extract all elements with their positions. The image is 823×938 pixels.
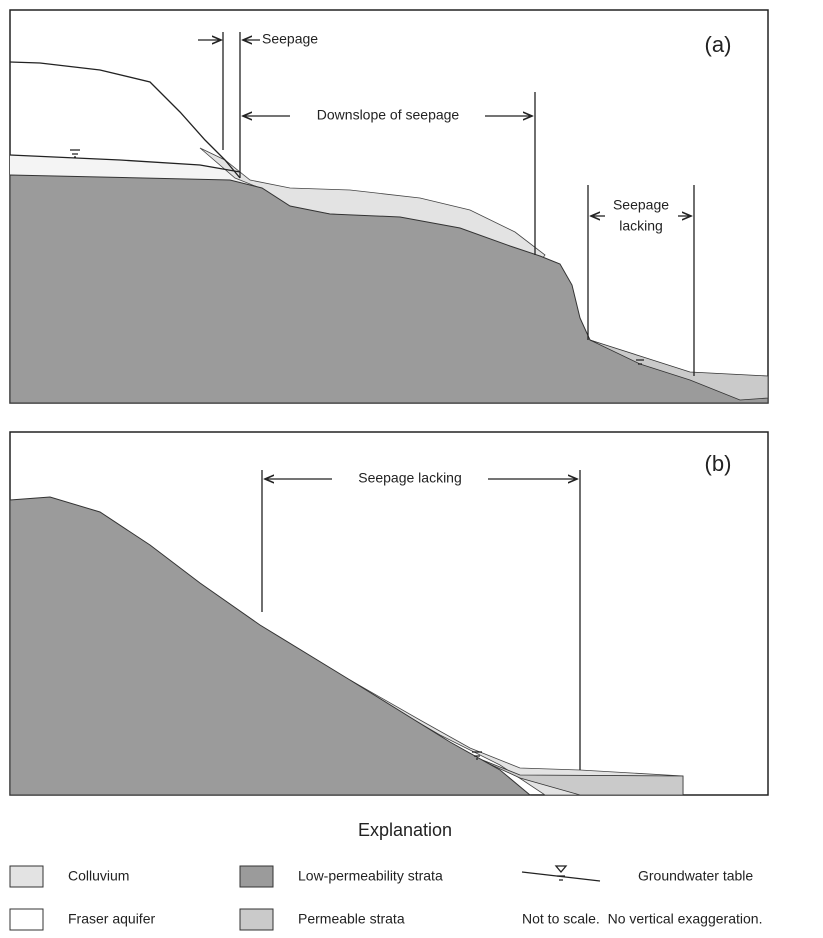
annotation: Seepage — [262, 31, 318, 47]
swatch — [240, 909, 273, 930]
legend-label: Groundwater table — [638, 868, 753, 884]
panel-label: (a) — [705, 32, 732, 57]
annotation: Seepage lacking — [358, 470, 462, 486]
legend: Explanation Colluvium Low-permeability s… — [10, 820, 762, 930]
panel-a: Seepage Downslope of seepage Seepage lac… — [10, 10, 768, 403]
panel-label: (b) — [705, 451, 732, 476]
swatch — [10, 909, 43, 930]
note: Not to scale. No vertical exaggeration. — [522, 911, 762, 927]
annotation: Seepage — [613, 197, 669, 213]
legend-label: Fraser aquifer — [68, 911, 155, 927]
annotation: Downslope of seepage — [317, 107, 460, 123]
page: Seepage Downslope of seepage Seepage lac… — [0, 0, 823, 933]
annotation: lacking — [619, 218, 663, 234]
swatch — [10, 866, 43, 887]
legend-label: Colluvium — [68, 868, 129, 884]
legend-label: Low-permeability strata — [298, 868, 443, 884]
swatch — [240, 866, 273, 887]
panel-b: Seepage lacking (b) — [10, 432, 768, 795]
water-symbol — [556, 866, 566, 880]
legend-label: Permeable strata — [298, 911, 405, 927]
legend-title: Explanation — [358, 820, 452, 840]
diagram: Seepage Downslope of seepage Seepage lac… — [0, 0, 823, 933]
